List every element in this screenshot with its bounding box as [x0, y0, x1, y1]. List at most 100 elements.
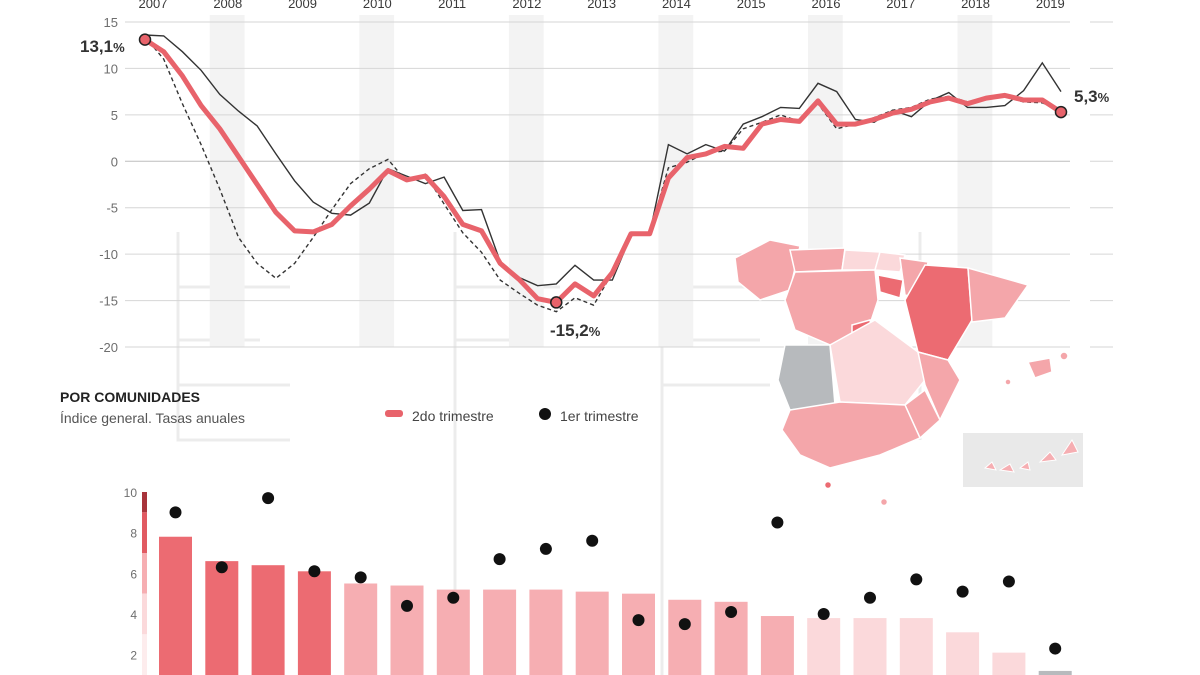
- bar-y-tick-label: 4: [130, 608, 137, 622]
- svg-text:13,1%: 13,1%: [80, 37, 125, 56]
- bar-2q: [483, 589, 517, 675]
- start-point: [138, 33, 152, 46]
- dot-1q: [1049, 642, 1062, 655]
- map-region-melilla: [879, 497, 889, 507]
- map-island: [1004, 378, 1012, 386]
- dot-1q: [1002, 575, 1015, 588]
- map-region-baleares: [1026, 357, 1053, 379]
- dot-1q: [354, 571, 367, 584]
- x-tick-label: 2017: [886, 0, 915, 11]
- end-pct: %: [1098, 90, 1110, 105]
- map-region-la-rioja: [877, 274, 904, 299]
- scale-strip: [142, 492, 147, 513]
- map-region-valencia: [917, 350, 961, 422]
- y-tick-label: -15: [99, 294, 118, 309]
- bar-y-tick-label: 8: [130, 527, 137, 541]
- y-tick-label: 0: [111, 154, 118, 169]
- bar-2q: [853, 618, 887, 675]
- bar-2q: [992, 652, 1026, 675]
- dot-1q: [262, 492, 275, 505]
- bar-chart-bars: [159, 536, 1072, 675]
- bar-2q: [251, 565, 285, 675]
- bar-2q: [899, 618, 933, 675]
- legend-label-1q: 1er trimestre: [560, 408, 639, 424]
- y-tick-label: 5: [111, 108, 118, 123]
- start-pct: %: [113, 40, 125, 55]
- map-region-ceuta: [823, 480, 833, 490]
- year-band: [658, 15, 694, 347]
- scale-strip: [142, 512, 147, 553]
- end-value: 5,3: [1074, 87, 1098, 106]
- start-callout: 13,1%: [80, 37, 125, 56]
- min-callout: -15,2%: [550, 321, 601, 340]
- x-tick-label: 2008: [213, 0, 242, 11]
- x-tick-label: 2011: [438, 0, 466, 11]
- bar-2q: [390, 585, 424, 675]
- x-tick-label: 2019: [1036, 0, 1065, 11]
- y-tick-label: -5: [106, 201, 118, 216]
- dot-1q: [725, 605, 738, 618]
- bar-2q: [575, 591, 609, 675]
- bar-2q: [760, 616, 794, 675]
- end-point: [1054, 105, 1068, 119]
- bar-2q: [529, 589, 563, 675]
- dot-1q: [539, 542, 552, 555]
- dot-1q: [586, 534, 599, 547]
- dot-1q: [401, 599, 413, 612]
- x-tick-label: 2012: [512, 0, 541, 11]
- dot-1q: [447, 591, 460, 604]
- map-region-cataluna: [967, 266, 1030, 323]
- dot-1q: [169, 506, 182, 519]
- map-region-cantabria: [841, 249, 881, 271]
- bar-2q: [436, 589, 470, 675]
- section-title: POR COMUNIDADES: [60, 389, 200, 405]
- bar-2q: [946, 632, 980, 675]
- bar-y-tick-label: 10: [124, 486, 138, 500]
- bar-2q: [668, 599, 702, 675]
- x-tick-label: 2010: [363, 0, 392, 11]
- bar-2q: [297, 571, 331, 675]
- scale-strip: [142, 553, 147, 594]
- bar-2q: [807, 618, 841, 675]
- legend-label-2q: 2do trimestre: [412, 408, 494, 424]
- line-chart-x-axis: 2007 2008 2009 2010 2011 2012 2013 2014 2015 2016…: [139, 0, 1065, 11]
- dot-1q: [678, 618, 691, 631]
- map-region-andalucia: [781, 401, 922, 469]
- bar-2q: [205, 561, 239, 675]
- map-region-asturias: [789, 247, 846, 273]
- end-callout: 5,3%: [1074, 87, 1110, 106]
- x-tick-label: 2007: [139, 0, 168, 11]
- bar-2q: [622, 593, 655, 675]
- year-band: [508, 15, 544, 347]
- start-value: 13,1: [80, 37, 113, 56]
- x-tick-label: 2015: [737, 0, 766, 11]
- y-tick-label: -20: [99, 340, 118, 355]
- map-region-pais-vasco: [874, 251, 906, 273]
- x-tick-label: 2014: [662, 0, 691, 11]
- x-tick-label: 2013: [587, 0, 616, 11]
- x-tick-label: 2018: [961, 0, 990, 11]
- dot-1q: [817, 608, 830, 620]
- bar-chart-axis: 10 8 6 4 2: [124, 486, 147, 675]
- legend-dot-1q: [539, 408, 551, 420]
- bar-2q: [159, 536, 192, 675]
- min-point: [550, 296, 563, 309]
- bar-chart-dots: [169, 492, 1062, 655]
- dot-1q: [956, 585, 969, 598]
- legend-swatch-2q: [385, 410, 403, 417]
- dot-1q: [632, 614, 645, 627]
- year-band: [209, 15, 245, 347]
- dot-1q: [864, 591, 876, 604]
- svg-text:5,3%: 5,3%: [1074, 87, 1110, 106]
- canarias-inset: [963, 433, 1083, 487]
- section-subtitle: Índice general. Tasas anuales: [60, 410, 245, 426]
- min-pct: %: [589, 324, 601, 339]
- dot-1q: [215, 561, 228, 574]
- y-tick-label: 10: [104, 61, 118, 76]
- bar-2q: [1038, 670, 1072, 675]
- dot-1q: [308, 565, 321, 578]
- scale-strip: [142, 634, 147, 675]
- line-chart-series: [138, 33, 1068, 313]
- scale-strip: [142, 593, 147, 635]
- dot-1q: [910, 573, 923, 586]
